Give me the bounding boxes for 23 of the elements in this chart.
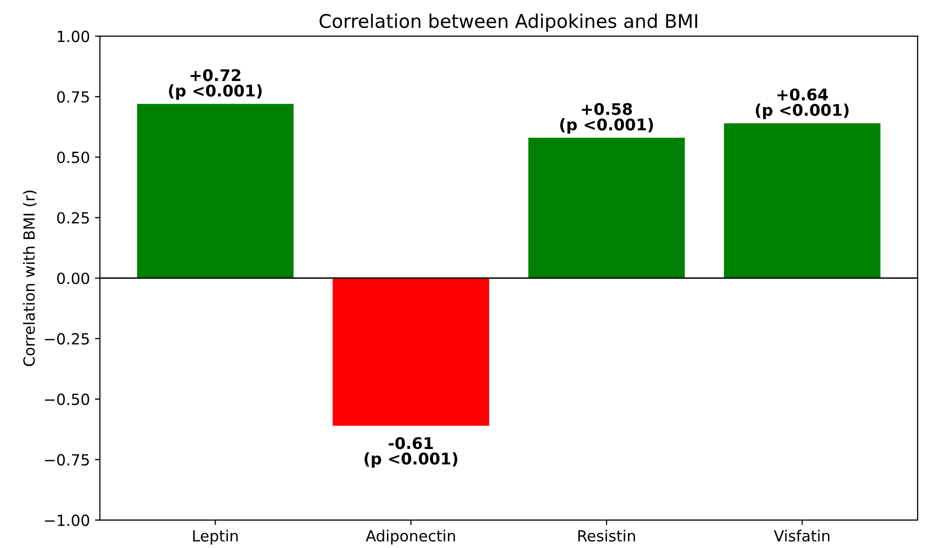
bar xyxy=(137,104,294,278)
y-tick-label: 0.00 xyxy=(57,272,90,284)
data-label: -0.61 (p <0.001) xyxy=(364,437,458,468)
x-tick-label: Leptin xyxy=(193,530,238,545)
y-tick-label: 0.75 xyxy=(57,91,89,103)
y-tick-label: −0.25 xyxy=(44,333,89,345)
y-tick-label: 1.00 xyxy=(58,30,90,42)
x-tick-label: Visfatin xyxy=(774,530,830,542)
bar xyxy=(724,123,880,278)
x-tick-label: Resistin xyxy=(578,530,635,542)
y-tick-label: 0.25 xyxy=(57,212,89,224)
data-label: +0.72 (p <0.001) xyxy=(168,69,262,100)
y-tick-label: 0.50 xyxy=(57,152,90,164)
y-tick-label: −0.75 xyxy=(44,454,89,466)
data-label: +0.64 (p <0.001) xyxy=(756,88,849,120)
y-tick-label: −0.50 xyxy=(44,394,90,406)
chart-title: Correlation between Adipokines and BMI xyxy=(320,14,698,32)
bar xyxy=(528,138,685,278)
y-axis-title: Correlation with BMI (r) xyxy=(23,190,37,366)
bar xyxy=(332,278,490,426)
data-label: +0.58 (p <0.001) xyxy=(560,102,653,134)
y-tick-label: −1.00 xyxy=(44,514,90,526)
x-tick-label: Adiponectin xyxy=(366,530,455,545)
